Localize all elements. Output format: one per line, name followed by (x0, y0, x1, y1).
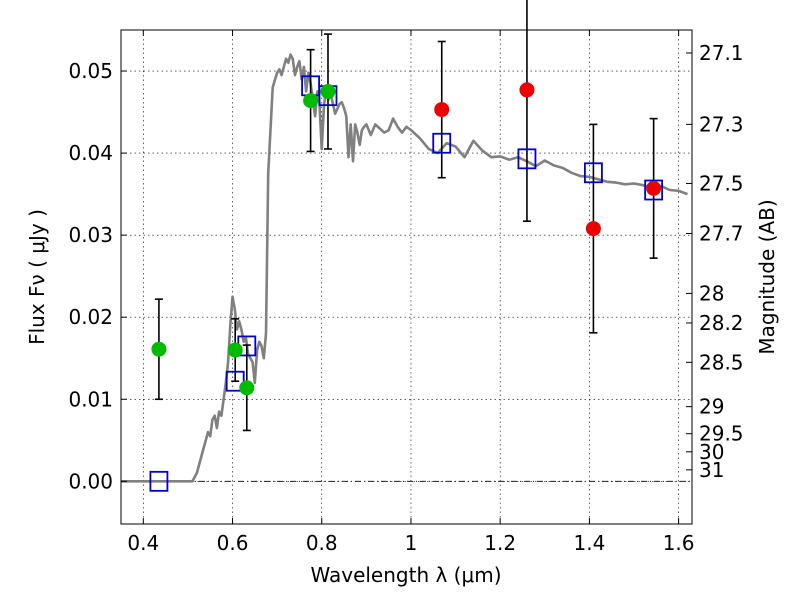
observed-point (320, 84, 336, 100)
y-tick-label: 0.00 (68, 469, 113, 493)
model-photometry-square (517, 148, 537, 170)
observed-point (646, 180, 662, 196)
y-tick-label: 0.01 (68, 387, 113, 411)
y2-axis-label: Magnitude (AB) (755, 199, 779, 354)
model-photometry-square (584, 162, 603, 184)
y-tick-labels: 0.00 0.01 0.02 0.03 0.04 0.05 (68, 59, 113, 493)
axis-ticks (121, 30, 692, 524)
x-tick-label: 1.6 (663, 531, 695, 555)
observed-point (151, 341, 167, 357)
x-tick-label: 1.2 (484, 531, 516, 555)
x-tick-label: 1.4 (573, 531, 605, 555)
model-photometry-square (149, 470, 169, 492)
grid (121, 30, 692, 524)
y2-tick-label: 28 (699, 281, 724, 305)
y-tick-label: 0.02 (68, 305, 113, 329)
x-tick-labels: 0.4 0.6 0.8 1 1.2 1.4 1.6 (127, 531, 694, 555)
model-photometry-square (644, 179, 664, 201)
observed-point (227, 342, 243, 358)
model-photometry-square (432, 132, 452, 154)
y2-tick-label: 29.5 (699, 422, 744, 446)
y-tick-label: 0.05 (68, 59, 113, 83)
x-tick-label: 0.6 (217, 531, 249, 555)
y2-tick-label: 29 (699, 395, 724, 419)
y2-tick-label: 27.5 (699, 171, 744, 195)
y2-tick-label: 31 (699, 458, 724, 482)
y2-tick-label: 27.1 (699, 41, 744, 65)
x-tick-label: 0.8 (306, 531, 338, 555)
y-axis-label: Flux Fν ( μJy ) (25, 209, 49, 345)
observed-point (434, 102, 450, 118)
x-axis-label: Wavelength λ (μm) (310, 563, 501, 587)
observed-point (585, 221, 601, 237)
x-tick-label: 1 (405, 531, 418, 555)
y-tick-label: 0.03 (68, 223, 113, 247)
data-markers (149, 75, 664, 492)
observed-point (303, 93, 319, 109)
plot-frame (120, 29, 693, 525)
y2-tick-label: 27.3 (699, 112, 744, 136)
y2-tick-label: 27.7 (699, 222, 744, 246)
y2-tick-label: 28.2 (699, 311, 744, 335)
observed-point (519, 82, 535, 98)
y2-tick-label: 30 (699, 440, 724, 464)
observed-point (239, 380, 255, 396)
x-tick-label: 0.4 (127, 531, 159, 555)
y-tick-label: 0.04 (68, 141, 113, 165)
y2-tick-label: 28.5 (699, 350, 744, 374)
